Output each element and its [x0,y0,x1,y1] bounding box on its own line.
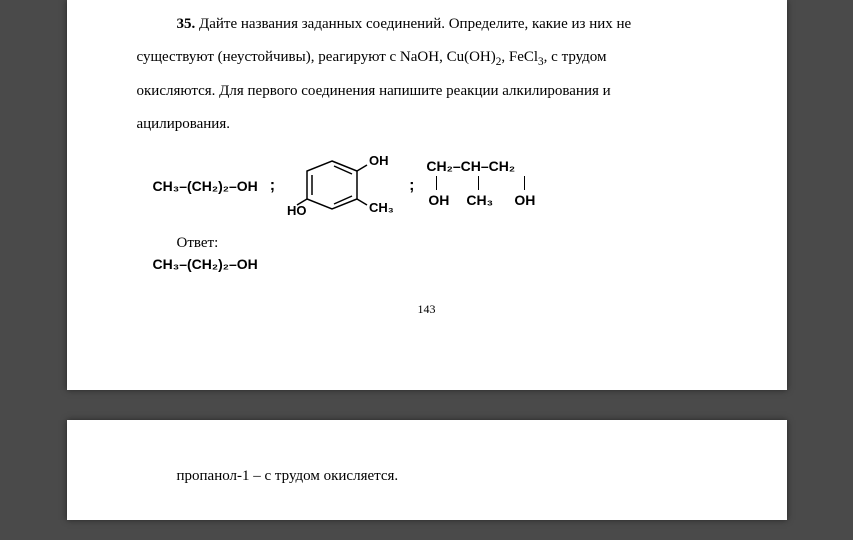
problem-line-4: ацилирования. [137,108,717,141]
problem-line-2: существуют (неустойчивы), реагируют с Na… [137,41,717,75]
benzene-structure: OH CH₃ HO [287,151,397,221]
problem-sent-1d: , с трудом [544,49,607,65]
problem-sent-1b: существуют (неустойчивы), реагируют с Na… [137,49,496,65]
problem-number: 35. [177,16,196,32]
bottom-line: пропанол-1 – с трудом окисляется. [137,460,717,493]
svg-text:HO: HO [287,203,307,218]
problem-line-3: окисляются. Для первого соединения напиш… [137,75,717,108]
problem-sent-1a: Дайте названия заданных соединений. Опре… [195,16,631,32]
page-bottom: пропанол-1 – с трудом окисляется. [67,420,787,520]
molecule-3: CH₂–CH–CH₂ OH CH₃ OH [426,158,556,213]
answer-formula: CH₃–(CH₂)₂–OH [153,256,258,272]
page-number: 143 [137,302,717,317]
svg-text:CH₃: CH₃ [369,200,394,215]
page-top: 35. Дайте названия заданных соединений. … [67,0,787,390]
separator-1: ; [270,177,275,195]
problem-text: 35. Дайте названия заданных соединений. … [137,8,717,141]
formula-row: CH₃–(CH₂)₂–OH ; OH CH₃ HO ; [153,151,717,221]
problem-sent-1c: , FeCl [501,49,538,65]
answer-formula-row: CH₃–(CH₂)₂–OH [153,256,717,272]
mol3-top: CH₂–CH–CH₂ [426,158,515,174]
answer-label: Ответ: [137,235,717,252]
problem-line-1: 35. Дайте названия заданных соединений. … [137,8,717,41]
svg-text:OH: OH [369,153,389,168]
bond-2 [478,176,479,190]
mol3-oh-left: OH [428,192,449,208]
separator-2: ; [409,177,414,195]
bond-3 [524,176,525,190]
mol3-oh-right: OH [514,192,535,208]
formula-1: CH₃–(CH₂)₂–OH [153,178,258,194]
mol3-ch3: CH₃ [466,192,493,208]
bond-1 [436,176,437,190]
